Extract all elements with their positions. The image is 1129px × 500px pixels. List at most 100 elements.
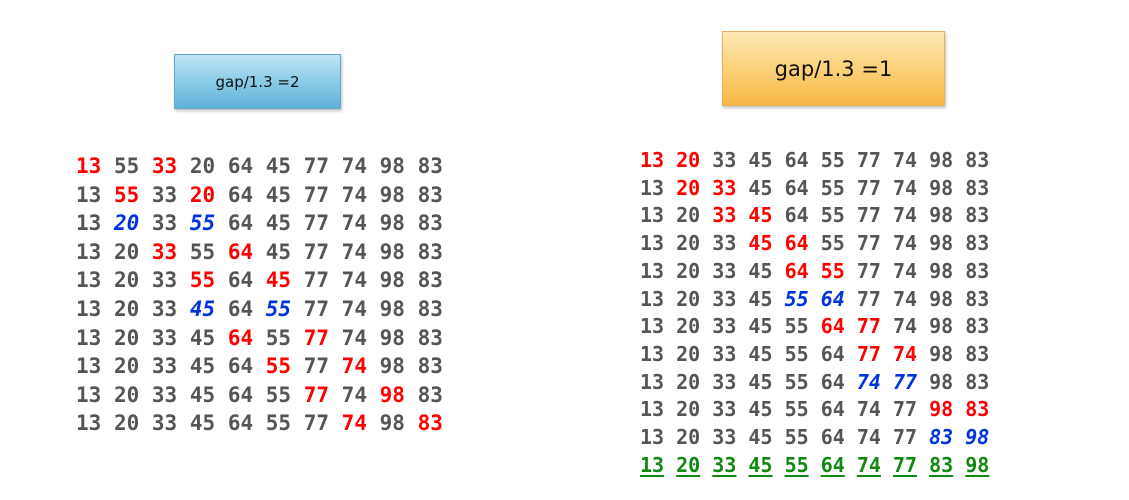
number-cell: 33 <box>151 211 178 236</box>
number-cell: 83 <box>417 325 443 350</box>
number-cell: 98 <box>929 175 954 200</box>
number-cell: 45 <box>265 154 292 178</box>
number-cell: 55 <box>784 341 809 366</box>
number-cell: 64 <box>820 397 845 422</box>
number-cell: 98 <box>379 382 405 407</box>
number-cell: 45 <box>748 286 773 311</box>
number-cell: 98 <box>379 211 405 236</box>
number-cell: 64 <box>784 148 809 172</box>
number-cell: 45 <box>265 211 292 236</box>
number-cell: 33 <box>151 354 178 379</box>
number-cell: 13 <box>640 231 665 256</box>
number-cell: 77 <box>303 154 330 178</box>
sequence-row: 13 20 33 45 55 64 74 77 98 83 <box>640 396 989 424</box>
number-cell: 55 <box>784 425 809 450</box>
number-cell: 13 <box>640 425 665 450</box>
number-cell: 64 <box>820 452 845 477</box>
number-cell: 74 <box>892 314 918 339</box>
number-cell: 64 <box>227 154 254 178</box>
number-cell: 64 <box>227 382 254 407</box>
number-cell: 20 <box>189 154 216 178</box>
number-cell: 13 <box>76 182 102 207</box>
number-cell: 98 <box>929 258 954 283</box>
number-cell: 45 <box>748 203 773 228</box>
number-cell: 33 <box>151 411 178 436</box>
number-cell: 83 <box>417 354 443 379</box>
number-cell: 13 <box>76 325 102 350</box>
number-cell: 74 <box>892 175 918 200</box>
sequence-row: 13 20 33 45 55 64 77 74 98 83 <box>640 286 989 314</box>
number-cell: 74 <box>892 286 918 311</box>
number-cell: 64 <box>227 211 254 236</box>
number-cell: 64 <box>784 203 809 228</box>
number-cell: 64 <box>784 231 809 256</box>
number-cell: 45 <box>748 314 773 339</box>
number-cell: 55 <box>265 354 292 379</box>
number-cell: 13 <box>640 452 665 477</box>
number-cell: 74 <box>341 182 367 207</box>
number-cell: 33 <box>712 148 737 172</box>
number-cell: 74 <box>856 452 881 477</box>
number-cell: 83 <box>929 425 954 450</box>
number-cell: 20 <box>676 148 701 172</box>
sequence-row: 13 20 33 45 55 64 77 74 98 83 <box>640 313 989 341</box>
number-cell: 55 <box>820 203 845 228</box>
number-cell: 20 <box>676 369 701 394</box>
number-cell: 13 <box>76 411 102 436</box>
number-cell: 98 <box>379 239 405 264</box>
number-cell: 64 <box>820 341 845 366</box>
number-cell: 64 <box>227 325 254 350</box>
number-cell: 55 <box>784 314 809 339</box>
sequence-row: 13 55 33 20 64 45 77 74 98 83 <box>76 152 443 181</box>
sequence-row: 13 20 33 45 55 64 74 77 83 98 <box>640 424 989 452</box>
number-cell: 74 <box>892 231 918 256</box>
number-cell: 13 <box>76 211 102 236</box>
number-cell: 55 <box>265 325 292 350</box>
number-cell: 98 <box>379 268 405 293</box>
number-cell: 45 <box>189 354 216 379</box>
number-cell: 55 <box>265 296 292 321</box>
number-cell: 64 <box>784 175 809 200</box>
number-cell: 33 <box>151 382 178 407</box>
number-cell: 45 <box>748 452 773 477</box>
number-cell: 64 <box>820 425 845 450</box>
number-cell: 13 <box>640 148 665 172</box>
number-cell: 77 <box>856 258 881 283</box>
number-cell: 55 <box>784 369 809 394</box>
number-cell: 20 <box>676 425 701 450</box>
number-cell: 77 <box>892 397 918 422</box>
number-cell: 74 <box>856 425 881 450</box>
number-cell: 33 <box>151 268 178 293</box>
number-cell: 55 <box>265 382 292 407</box>
number-cell: 20 <box>676 203 701 228</box>
number-cell: 33 <box>712 425 737 450</box>
number-cell: 20 <box>676 258 701 283</box>
number-cell: 83 <box>929 452 954 477</box>
number-cell: 98 <box>929 231 954 256</box>
number-cell: 33 <box>151 154 178 178</box>
number-cell: 55 <box>265 411 292 436</box>
number-cell: 98 <box>929 286 954 311</box>
number-cell: 45 <box>748 369 773 394</box>
number-cell: 45 <box>189 296 216 321</box>
number-cell: 13 <box>640 286 665 311</box>
number-cell: 55 <box>820 258 845 283</box>
number-cell: 55 <box>113 154 140 178</box>
number-cell: 13 <box>76 268 102 293</box>
number-cell: 83 <box>417 182 443 207</box>
number-cell: 13 <box>640 369 665 394</box>
number-cell: 13 <box>640 314 665 339</box>
number-cell: 98 <box>379 296 405 321</box>
number-cell: 77 <box>856 286 881 311</box>
number-cell: 45 <box>748 341 773 366</box>
number-cell: 20 <box>676 341 701 366</box>
number-cell: 33 <box>151 239 178 264</box>
number-cell: 45 <box>748 175 773 200</box>
number-cell: 33 <box>151 182 178 207</box>
number-cell: 45 <box>748 258 773 283</box>
number-cell: 77 <box>303 296 330 321</box>
number-cell: 64 <box>227 411 254 436</box>
number-cell: 77 <box>303 182 330 207</box>
number-cell: 83 <box>965 286 990 311</box>
number-cell: 83 <box>417 239 443 264</box>
